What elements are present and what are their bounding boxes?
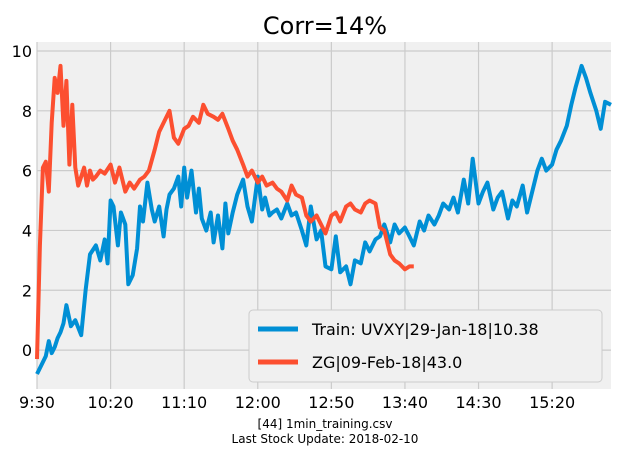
y-tick-label: 4 xyxy=(22,221,32,240)
chart-title: Corr=14% xyxy=(263,12,387,40)
legend: Train: UVXY|29-Jan-18|10.38 ZG|09-Feb-18… xyxy=(248,309,603,383)
y-axis-ticks: 0 2 4 6 8 10 xyxy=(12,42,32,360)
y-tick-label: 6 xyxy=(22,162,32,181)
x-tick-label: 9:30 xyxy=(19,393,55,412)
legend-box xyxy=(248,309,603,383)
legend-label-uvxy: Train: UVXY|29-Jan-18|10.38 xyxy=(311,320,539,339)
y-tick-label: 0 xyxy=(22,341,32,360)
x-tick-label: 12:00 xyxy=(235,393,281,412)
x-tick-label: 10:20 xyxy=(88,393,134,412)
x-tick-label: 11:10 xyxy=(161,393,207,412)
x-tick-label: 12:50 xyxy=(308,393,354,412)
series-lines xyxy=(35,63,612,375)
footer-filename: [44] 1min_training.csv xyxy=(258,417,393,431)
y-tick-label: 10 xyxy=(12,42,32,61)
y-tick-label: 8 xyxy=(22,102,32,121)
x-tick-label: 15:20 xyxy=(529,393,575,412)
series-line-zg xyxy=(35,63,414,360)
legend-label-zg: ZG|09-Feb-18|43.0 xyxy=(312,353,462,372)
y-tick-label: 2 xyxy=(22,281,32,300)
series-line-uvxy xyxy=(35,63,612,375)
x-tick-label: 13:40 xyxy=(382,393,428,412)
x-axis-ticks: 9:30 10:20 11:10 12:00 12:50 13:40 14:30 15:20 xyxy=(19,393,575,412)
x-tick-label: 14:30 xyxy=(455,393,501,412)
footer-last-update: Last Stock Update: 2018-02-10 xyxy=(232,432,419,446)
